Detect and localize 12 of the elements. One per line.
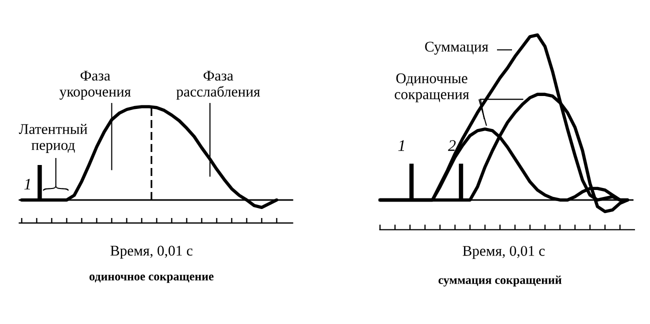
annotation: Суммация <box>425 42 488 55</box>
x-axis-title: Время, 0,01 с <box>462 246 545 259</box>
annotation: 2 <box>448 140 456 151</box>
annotation: 1 <box>398 140 404 151</box>
annotation: Латентный период <box>18 124 88 153</box>
text: одиночное сокращение <box>90 274 214 283</box>
text: Фаза укорочения <box>60 70 131 100</box>
annotation: Одиночные сокращения <box>394 73 470 102</box>
x-axis-title: Время, 0,01 с <box>110 246 192 259</box>
text: Фаза расслабления <box>176 70 260 100</box>
text: суммация сокращений <box>438 276 562 287</box>
annotation: 1 <box>24 178 30 190</box>
